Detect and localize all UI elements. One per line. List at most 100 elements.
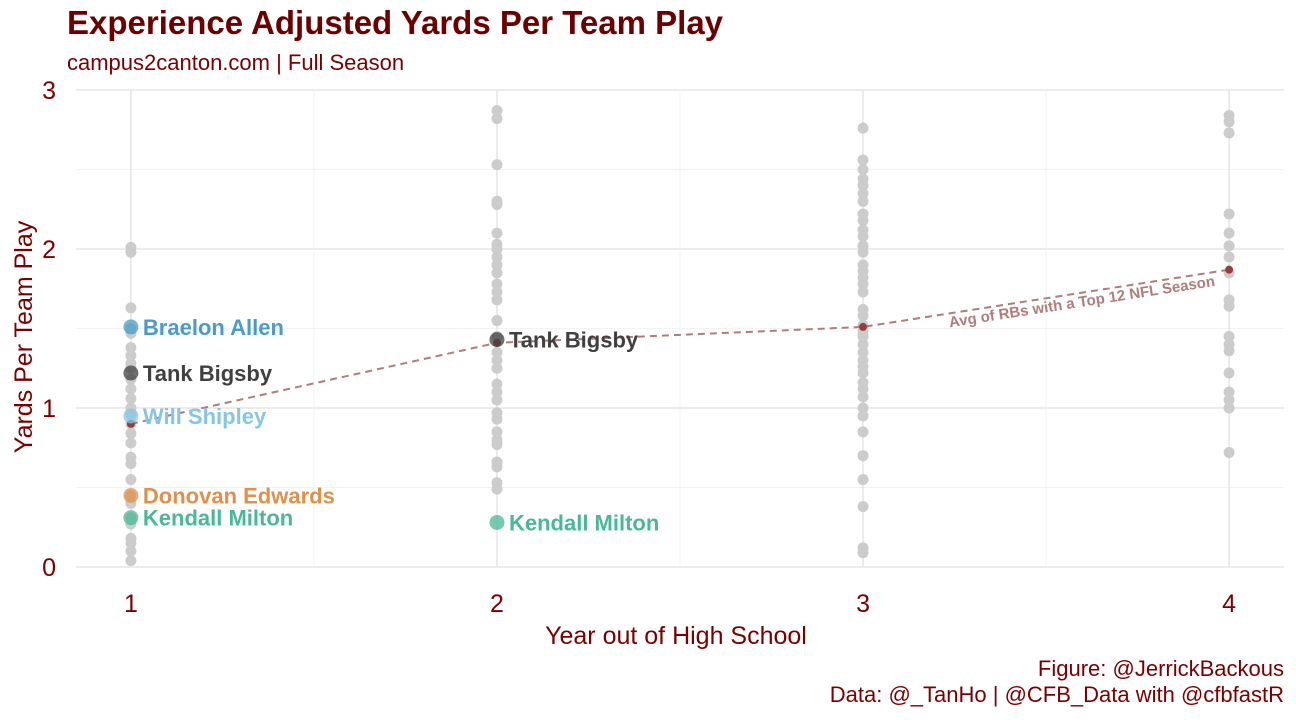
data-point [491,386,503,398]
data-point [125,383,137,395]
data-point [491,251,503,263]
data-point [857,330,869,342]
x-tick-label: 2 [490,590,504,618]
data-point [857,310,869,322]
data-point [491,413,503,425]
data-point [125,437,137,449]
data-point [1223,447,1235,459]
data-point [1223,116,1235,128]
data-point [857,286,869,298]
data-point [1223,300,1235,312]
data-point [857,154,869,166]
player-label: Will Shipley [143,404,267,429]
data-point [491,315,503,327]
y-tick-label: 0 [42,554,56,582]
data-point [491,426,503,438]
player-label: Tank Bigsby [143,361,273,386]
data-point [1223,330,1235,342]
data-point [857,547,869,559]
data-point [491,286,503,298]
data-point [1223,240,1235,252]
data-point [857,179,869,191]
data-point [1223,394,1235,406]
data-point [491,278,503,290]
data-point [125,427,137,439]
data-point [125,350,137,362]
data-point [125,302,137,314]
chart-title: Experience Adjusted Yards Per Team Play [67,4,724,41]
highlighted-point [123,365,139,381]
data-point [125,392,137,404]
data-point [857,187,869,199]
caption-data-credit: Data: @_TanHo | @CFB_Data with @cfbfastR [829,682,1284,707]
data-point [125,342,137,354]
y-tick-label: 2 [42,236,56,264]
highlighted-point [489,332,505,348]
data-point [491,394,503,406]
data-point [857,391,869,403]
background-points [125,105,1235,567]
data-point [125,246,137,258]
data-point [857,367,869,379]
player-label: Donovan Edwards [143,483,335,508]
data-point [857,230,869,242]
data-point [857,164,869,175]
data-point [491,105,503,117]
data-point [857,122,869,134]
trend-point [859,322,868,331]
data-point [857,195,869,207]
y-tick-label: 3 [42,77,56,105]
highlighted-point [123,487,139,503]
highlighted-point [123,319,139,335]
data-point [491,483,503,495]
x-axis-label: Year out of High School [545,622,807,650]
x-tick-label: 3 [856,590,870,618]
x-tick-label: 4 [1222,590,1236,618]
data-point [491,267,503,279]
player-label: Tank Bigsby [509,328,639,353]
data-point [857,214,869,226]
data-point [491,198,503,210]
data-point [1223,402,1235,414]
data-point [491,227,503,239]
data-point [1223,386,1235,398]
caption-figure-credit: Figure: @JerrickBackous [1037,656,1284,681]
data-point [125,458,137,470]
player-label: Kendall Milton [143,506,293,531]
highlighted-point [123,408,139,424]
y-tick-label: 1 [42,395,56,423]
data-point [125,537,137,549]
data-point [857,338,869,350]
axes: Year out of High School Yards Per Team P… [10,77,1236,650]
data-point [491,439,503,451]
data-point [857,450,869,462]
data-point [857,402,869,414]
data-point [1223,345,1235,357]
data-point [125,555,137,567]
data-point [857,346,869,358]
data-point [1223,251,1235,263]
data-point [1223,127,1235,139]
data-point [491,159,503,171]
data-point [857,383,869,395]
data-point [125,474,137,486]
trend-label: Avg of RBs with a Top 12 NFL Season [948,273,1216,331]
data-point [491,354,503,366]
player-label: Kendall Milton [509,510,659,535]
data-point [1223,208,1235,220]
y-axis-label: Yards Per Team Play [10,220,38,453]
data-point [125,545,137,557]
data-point [491,378,503,390]
data-point [857,474,869,486]
player-label: Braelon Allen [143,315,284,340]
data-point [491,259,503,271]
data-point [491,113,503,125]
data-point [1223,227,1235,239]
highlighted-point [489,514,505,530]
data-point [857,278,869,290]
data-point [857,426,869,438]
data-point [491,243,503,255]
trend-point [1225,265,1234,274]
data-point [491,294,503,306]
